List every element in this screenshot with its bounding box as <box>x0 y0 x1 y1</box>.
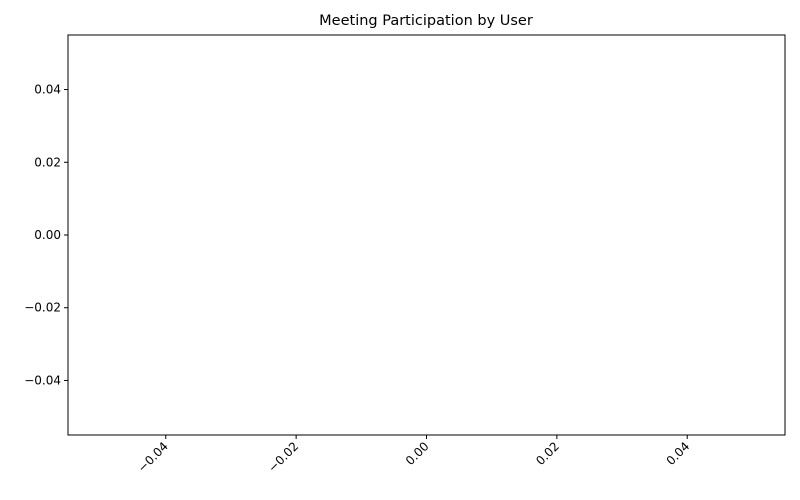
x-tick-label: 0.04 <box>664 439 693 468</box>
x-tick-label: 0.00 <box>403 439 432 468</box>
x-tick-label: −0.02 <box>265 439 301 475</box>
x-tick-label: −0.04 <box>135 439 171 475</box>
chart-title: Meeting Participation by User <box>319 13 533 29</box>
x-axis: −0.04 −0.02 0.00 0.02 0.04 <box>135 435 692 475</box>
y-tick-label: 0.00 <box>34 228 61 242</box>
y-axis: 0.04 0.02 0.00 −0.02 −0.04 <box>24 83 68 387</box>
y-tick-label: 0.02 <box>34 155 61 169</box>
y-tick-label: 0.04 <box>34 83 61 97</box>
plot-area-frame <box>67 34 786 436</box>
x-tick-label: 0.02 <box>533 439 562 468</box>
y-tick-label: −0.04 <box>24 373 61 387</box>
y-tick-label: −0.02 <box>24 301 61 315</box>
